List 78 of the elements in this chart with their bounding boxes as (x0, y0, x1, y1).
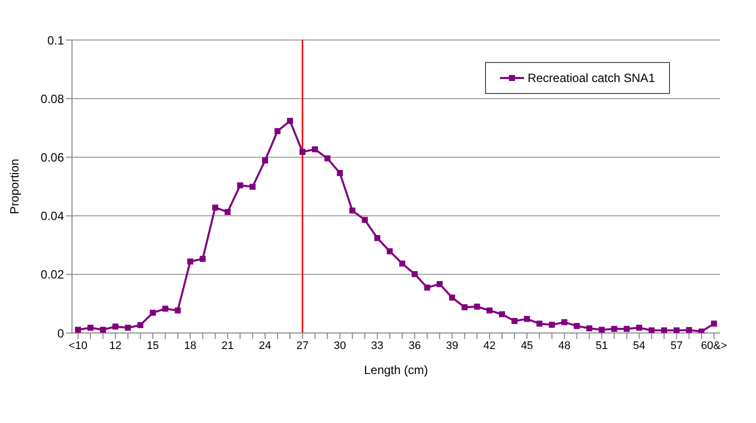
point (561, 319, 568, 326)
point (412, 271, 418, 278)
y-tick-label: 0 (57, 326, 64, 340)
point (636, 324, 642, 331)
y-tick-label: 0.02 (40, 268, 64, 282)
point (349, 208, 356, 214)
x-tick-label: 42 (483, 340, 496, 352)
x-tick-label: 24 (258, 340, 272, 352)
point (174, 307, 181, 314)
x-tick-label: 48 (558, 340, 570, 352)
point (536, 320, 542, 327)
x-axis-title: Length (cm) (364, 363, 428, 377)
point (336, 170, 343, 176)
x-tick-label: 57 (670, 340, 683, 352)
point (611, 326, 618, 332)
point (212, 204, 218, 211)
point (436, 281, 443, 288)
point (474, 304, 480, 310)
y-tick-label: 0.08 (40, 92, 64, 106)
point (586, 325, 592, 332)
x-tick-label: 51 (596, 340, 608, 352)
point (274, 128, 281, 134)
x-tick-label: 18 (184, 340, 196, 352)
x-tick-label: 21 (222, 340, 234, 352)
point (548, 322, 555, 328)
point (100, 326, 106, 333)
x-tick-label: 60&> (701, 340, 727, 352)
point (87, 324, 94, 331)
point (312, 146, 318, 152)
point (374, 235, 380, 242)
point (324, 155, 330, 162)
point (200, 256, 206, 262)
point (262, 157, 268, 164)
x-tick-label: 36 (408, 340, 421, 352)
y-tick-label: 0.1 (47, 33, 64, 48)
point (399, 260, 406, 267)
x-tick-label: 27 (296, 340, 309, 352)
point (150, 310, 156, 316)
point (574, 322, 580, 329)
point (424, 284, 430, 291)
x-tick-label: 15 (146, 340, 159, 352)
point (499, 311, 505, 318)
point (624, 326, 630, 332)
point (686, 327, 692, 333)
point (187, 258, 194, 265)
point (162, 306, 168, 312)
point (486, 307, 493, 314)
point (711, 320, 717, 327)
point (124, 324, 131, 331)
point (137, 322, 144, 328)
legend-label: Recreatioal catch SNA1 (528, 71, 655, 85)
point (299, 148, 306, 155)
x-tick-label: 39 (446, 340, 458, 352)
point (598, 326, 605, 333)
point (75, 326, 81, 333)
point (449, 294, 456, 301)
point (362, 216, 368, 223)
point (648, 327, 655, 333)
x-tick-label: <10 (68, 340, 88, 352)
point (511, 318, 518, 324)
y-tick-label: 0.04 (40, 209, 64, 224)
point (524, 316, 530, 322)
point (462, 304, 468, 310)
y-tick-label: 0.06 (40, 150, 64, 164)
x-tick-label: 54 (633, 340, 646, 352)
x-tick-label: 33 (371, 340, 384, 352)
y-axis-title: Proportion (7, 158, 22, 214)
point (112, 324, 118, 330)
point (661, 327, 668, 333)
point (250, 184, 256, 190)
x-tick-label: 30 (334, 340, 346, 352)
point (386, 248, 393, 254)
point (237, 182, 244, 188)
x-tick-label: 12 (109, 340, 122, 352)
point (287, 118, 293, 124)
x-tick-label: 45 (520, 340, 534, 352)
point (224, 208, 231, 215)
point (674, 327, 680, 333)
